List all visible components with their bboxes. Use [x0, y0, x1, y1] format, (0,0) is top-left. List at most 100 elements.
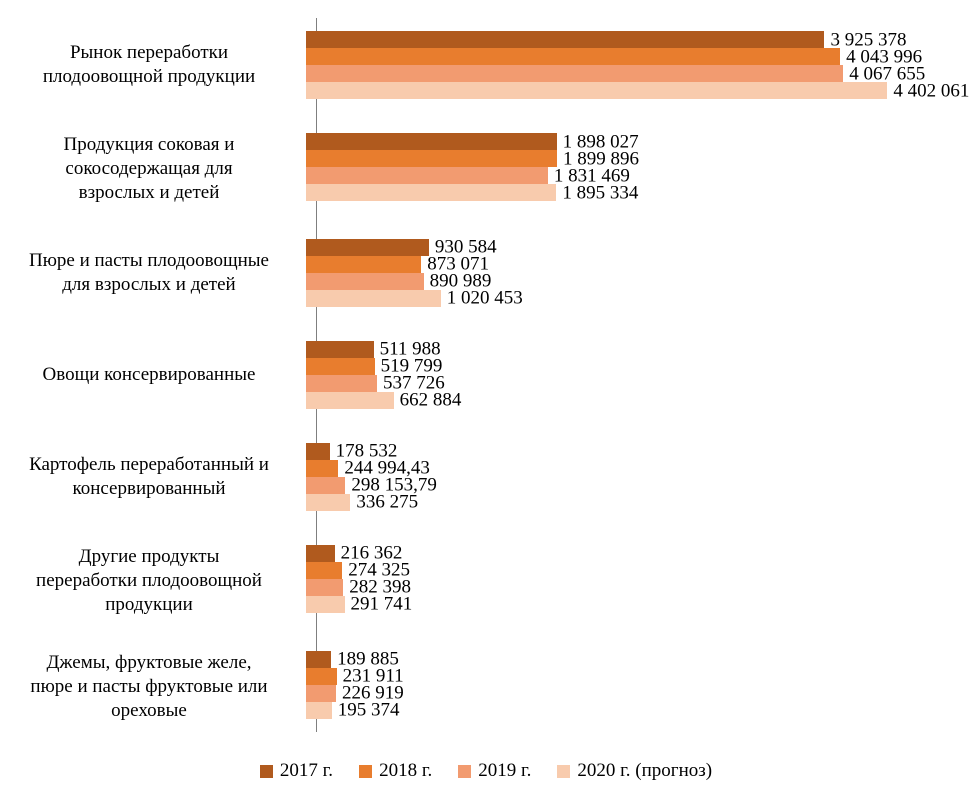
legend-label: 2019 г. [478, 760, 532, 782]
category-group: Продукция соковая и сокосодержащая для в… [0, 131, 972, 205]
bar-row: 298 153,79 [306, 474, 972, 496]
legend-label: 2018 г. [379, 760, 433, 782]
bar-2017 [306, 442, 330, 460]
legend-item: 2020 г. (прогноз) [557, 760, 712, 782]
value-label: 1 899 896 [562, 148, 639, 169]
value-label: 519 799 [380, 355, 443, 377]
category-label: Джемы, фруктовые желе, пюре и пасты фрук… [30, 651, 268, 721]
bar-2018 [306, 255, 422, 273]
bar-2020 [306, 701, 332, 719]
bar-2019 [306, 272, 424, 290]
legend-item: 2018 г. [359, 760, 432, 782]
plot-area: Рынок переработки плодоовощной продукции… [0, 30, 972, 723]
bar-2018 [306, 459, 339, 477]
bar-2019 [306, 476, 346, 494]
bar-row: 890 989 [306, 270, 972, 292]
category-group: Овощи консервированные 511 988 519 799 537 … [0, 338, 972, 410]
value-label: 1 895 334 [562, 182, 639, 203]
value-label: 1 831 469 [553, 165, 630, 186]
value-label: 336 275 [356, 491, 419, 513]
bar-2017 [306, 238, 429, 256]
bar-row: 226 919 [306, 682, 972, 704]
bar-row: 873 071 [306, 253, 972, 275]
bar-row: 1 899 896 [306, 148, 972, 169]
bar-2020 [306, 391, 394, 409]
bar-row: 1 020 453 [306, 287, 972, 309]
value-label: 298 153,79 [351, 474, 437, 496]
category-bars: 3 925 378 4 043 996 4 067 655 4 402 061 [306, 30, 972, 101]
category-group: Рынок переработки плодоовощной продукции… [0, 30, 972, 101]
value-label: 282 398 [349, 576, 412, 598]
category-bars: 189 885 231 911 226 919 195 374 [306, 648, 972, 723]
legend-swatch-icon [557, 764, 571, 778]
value-label: 226 919 [341, 682, 404, 704]
value-label: 1 898 027 [562, 131, 639, 152]
bar-row: 1 898 027 [306, 131, 972, 152]
value-label: 930 584 [434, 236, 497, 258]
bar-2018 [306, 667, 337, 685]
category-label: Овощи консервированные [42, 363, 256, 385]
bar-row: 4 043 996 [306, 46, 972, 67]
bar-2020 [306, 595, 345, 613]
value-label: 189 885 [337, 648, 399, 670]
value-label: 244 994,43 [344, 457, 430, 479]
bar-2018 [306, 48, 841, 65]
bar-2020 [306, 184, 557, 201]
bar-2018 [306, 150, 557, 167]
value-label: 291 741 [350, 593, 413, 615]
bar-2020 [306, 493, 351, 511]
value-label: 274 325 [348, 559, 410, 581]
category-group: Джемы, фруктовые желе, пюре и пасты фрук… [0, 648, 972, 723]
legend-item: 2019 г. [458, 760, 531, 782]
bar-row: 282 398 [306, 576, 972, 598]
bar-row: 195 374 [306, 701, 972, 720]
bar-2019 [306, 167, 548, 184]
bar-row: 291 741 [306, 593, 972, 615]
category-label: Другие продукты переработки плодоовощной… [36, 545, 262, 615]
legend-label: 2017 г. [279, 760, 334, 782]
value-label: 178 532 [335, 440, 398, 462]
category-bars: 511 988 519 799 537 726 662 884 [306, 338, 972, 410]
bar-row: 189 885 [306, 648, 972, 670]
bar-row: 3 925 378 [306, 30, 972, 49]
value-label: 216 362 [340, 542, 403, 564]
bar-row: 274 325 [306, 559, 972, 581]
bar-2019 [306, 65, 844, 82]
bar-2017 [306, 31, 825, 48]
bar-row: 1 895 334 [306, 182, 972, 203]
category-bars: 216 362 274 325 282 398 291 741 [306, 542, 972, 617]
value-label: 4 043 996 [846, 46, 923, 67]
value-label: 537 726 [382, 372, 445, 394]
bar-2017 [306, 133, 557, 150]
category-bars: 178 532 244 994,43 298 153,79 336 275 [306, 440, 972, 513]
bar-2018 [306, 561, 343, 579]
bar-row: 930 584 [306, 236, 972, 258]
category-label: Рынок переработки плодоовощной продукции [42, 42, 256, 87]
category-bars: 930 584 873 071 890 989 1 020 453 [306, 236, 972, 309]
value-label: 1 020 453 [446, 287, 523, 309]
category-group: Другие продукты переработки плодоовощной… [0, 542, 972, 617]
bar-row: 4 402 061 [306, 80, 972, 101]
legend-label: 2020 г. (прогноз) [577, 760, 713, 782]
bar-2017 [306, 340, 374, 358]
value-label: 890 989 [429, 270, 492, 292]
bar-row: 178 532 [306, 440, 972, 462]
bar-2019 [306, 684, 336, 702]
category-label: Картофель переработанный и консервирован… [29, 453, 269, 499]
value-label: 4 402 061 [893, 80, 970, 101]
bar-row: 537 726 [306, 372, 972, 394]
bar-row: 231 911 [306, 667, 972, 686]
legend-swatch-icon [259, 764, 273, 778]
bar-2017 [306, 544, 335, 562]
bar-2020 [306, 82, 888, 99]
bar-row: 4 067 655 [306, 64, 972, 83]
value-label: 873 071 [427, 253, 490, 275]
bar-2018 [306, 357, 375, 375]
value-label: 511 988 [379, 338, 441, 360]
legend: 2017 г. 2018 г. 2019 г. 2020 г. (прогноз) [0, 760, 972, 782]
category-group: Пюре и пасты плодоовощные для взрослых и… [0, 236, 972, 309]
legend-swatch-icon [359, 764, 373, 778]
category-label: Продукция соковая и сокосодержащая для в… [63, 134, 235, 203]
legend-item: 2017 г. [259, 760, 334, 782]
bar-row: 511 988 [306, 338, 972, 360]
